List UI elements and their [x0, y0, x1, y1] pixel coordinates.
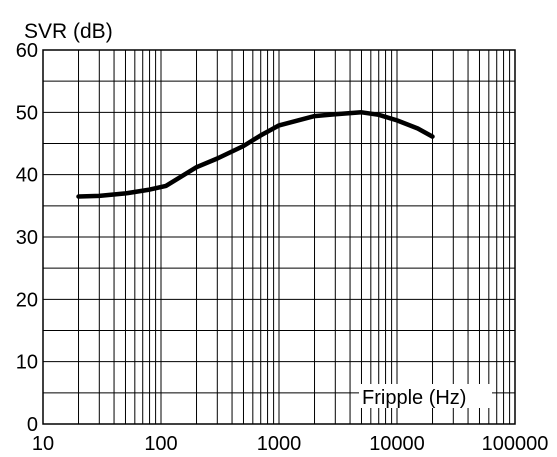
y-tick-label: 30	[16, 227, 38, 249]
grid	[43, 50, 515, 424]
series-layer	[76, 110, 435, 199]
plot-frame	[42, 49, 516, 425]
y-tick-label: 0	[27, 414, 38, 436]
y-tick-label: 10	[16, 352, 38, 374]
x-tick-label: 1000	[257, 433, 302, 455]
xlabel-background	[359, 384, 492, 408]
y-tick-label: 40	[16, 165, 38, 187]
x-axis-label: Fripple (Hz)	[362, 387, 466, 409]
x-tick-label: 10000	[369, 433, 425, 455]
svr-curve	[76, 110, 435, 199]
y-axis-label: SVR (dB)	[24, 20, 113, 43]
y-tick-label: 20	[16, 289, 38, 311]
plot-border	[42, 49, 516, 425]
x-tick-label: 100000	[482, 433, 549, 455]
y-tick-label: 60	[16, 40, 38, 62]
x-tick-label: 10	[32, 433, 54, 455]
y-tick-label: 50	[16, 102, 38, 124]
x-tick-label: 100	[144, 433, 177, 455]
